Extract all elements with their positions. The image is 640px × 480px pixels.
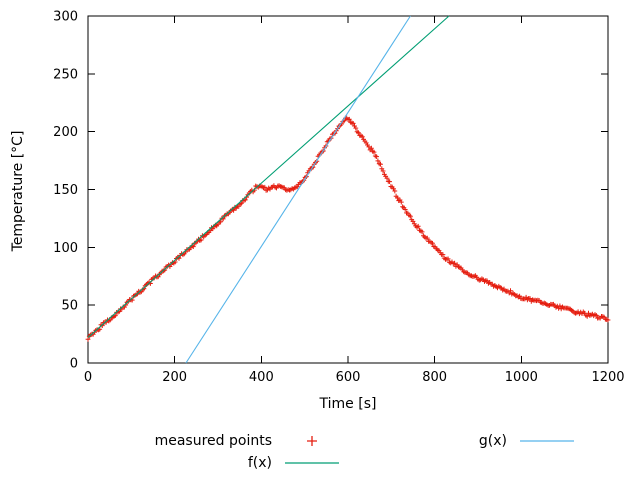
svg-text:200: 200 — [53, 125, 78, 140]
x-axis-label: Time [s] — [319, 396, 377, 412]
y-axis-label: Temperature [°C] — [10, 130, 26, 252]
svg-text:0: 0 — [70, 357, 78, 372]
svg-text:250: 250 — [53, 67, 78, 82]
legend-entry-measured: measured points — [60, 432, 340, 450]
g-line-sample-icon — [520, 440, 574, 442]
legend-label-measured: measured points — [154, 433, 272, 449]
plus-marker-icon — [307, 436, 317, 446]
legend-label-g: g(x) — [478, 433, 507, 449]
svg-text:400: 400 — [249, 370, 274, 385]
svg-text:1200: 1200 — [591, 370, 624, 385]
legend-entry-f: f(x) — [60, 454, 340, 472]
svg-text:0: 0 — [84, 370, 92, 385]
f-line-sample-icon — [285, 462, 339, 464]
svg-text:1000: 1000 — [505, 370, 538, 385]
svg-text:100: 100 — [53, 241, 78, 256]
svg-text:800: 800 — [422, 370, 447, 385]
svg-text:600: 600 — [336, 370, 361, 385]
legend-entry-g: g(x) — [380, 432, 575, 450]
svg-text:300: 300 — [53, 10, 78, 25]
svg-text:150: 150 — [53, 183, 78, 198]
legend-label-f: f(x) — [247, 455, 272, 471]
svg-text:200: 200 — [162, 370, 187, 385]
svg-text:50: 50 — [61, 299, 78, 314]
